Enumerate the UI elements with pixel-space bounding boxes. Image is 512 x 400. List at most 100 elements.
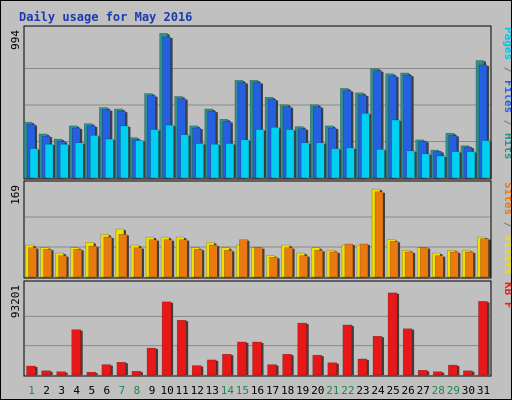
panel-visits: 169 Sites / Visits [9,180,511,279]
bar-kb-f-day-29 [448,364,458,376]
x-tick-label: 7 [119,384,126,397]
bar-kb-f-day-13 [207,359,217,376]
panel-kbf: 93201 KB F [9,280,511,377]
bar-pages-day-18 [285,129,295,179]
bar-kb-f-day-30 [463,370,473,376]
bar-sites-day-14 [224,250,233,278]
bar-sites-day-23 [359,243,369,278]
bar-sites-day-31 [480,238,489,278]
x-tick-label: 6 [104,384,111,397]
bar-kb-f-day-15 [237,341,247,376]
bar-sites-day-18 [284,247,293,278]
bar-kb-f-day-19 [297,322,307,376]
bar-kb-f-day-1 [26,365,36,376]
bar-pages-day-6 [105,138,114,179]
x-tick-label: 29 [447,384,460,397]
bar-pages-day-24 [376,149,385,179]
x-tick-label: 26 [402,384,415,397]
bar-pages-day-5 [90,135,99,179]
bar-sites-day-1 [28,247,37,278]
bar-sites-day-3 [58,255,67,278]
bar-pages-day-28 [436,155,446,179]
bar-kb-f-day-6 [101,364,112,376]
bar-sites-day-7 [118,234,128,278]
bar-kb-f-day-27 [417,370,428,376]
bar-kb-f-day-22 [342,324,353,376]
bar-pages-day-4 [74,142,84,179]
x-tick-label: 5 [88,384,95,397]
bar-pages-day-22 [346,147,355,179]
chart-panels: 994 Pages / Files / Hits 169 Sites / Visits… [9,25,511,377]
bar-sites-day-28 [435,255,444,278]
bar-sites-day-30 [465,251,474,278]
bar-kb-f-day-7 [116,362,127,376]
bar-sites-day-21 [329,251,339,278]
bar-kb-f-day-23 [357,358,368,376]
bar-sites-day-26 [404,251,414,278]
bar-kb-f-day-8 [131,370,142,376]
panel-kbf-ymax-label: 93201 [9,285,22,318]
bar-kb-f-day-12 [191,365,202,376]
x-axis: 1 2 3 4 5 6 7 8 9 10 11 12 13 14 15 16 17 18 19 20 21 22 23 24 2… [28,384,490,397]
bar-pages-day-20 [316,142,325,179]
bar-kb-f-day-9 [146,347,157,376]
bar-pages-day-2 [44,143,54,179]
bar-sites-day-10 [163,239,173,278]
x-tick-label: 24 [371,384,385,397]
bar-sites-day-27 [419,247,429,278]
x-tick-label: 8 [134,384,141,397]
bar-sites-day-19 [299,255,308,278]
x-tick-label: 9 [149,384,156,397]
bar-kb-f-day-14 [222,353,232,376]
x-tick-label: 28 [432,384,445,397]
panel-visits-legend: Sites / Visits [502,182,511,275]
panel-hits-ymax-label: 994 [9,30,22,50]
bar-kb-f-day-16 [252,341,262,376]
bar-pages-day-10 [165,124,174,179]
x-tick-label: 30 [462,384,475,397]
bar-kb-f-day-20 [312,354,323,376]
bar-sites-day-16 [254,247,263,278]
bar-pages-day-30 [466,151,476,179]
x-tick-label: 18 [281,384,294,397]
bar-sites-day-9 [148,239,158,278]
bar-pages-day-15 [240,139,250,179]
bar-sites-day-29 [450,251,459,278]
x-tick-label: 1 [28,384,35,397]
x-tick-label: 4 [73,384,80,397]
x-tick-label: 21 [326,384,339,397]
bar-sites-day-24 [374,191,384,278]
x-tick-label: 2 [43,384,50,397]
legend-entry: / [502,113,511,133]
legend-entry: Visits [502,235,511,275]
bar-pages-day-1 [29,148,39,179]
bar-pages-day-21 [331,148,340,179]
x-tick-label: 10 [160,384,173,397]
panel-hits-legend: Pages / Files / Hits [502,27,511,160]
x-tick-label: 13 [206,384,219,397]
bar-kb-f-day-21 [327,362,338,376]
bar-sites-day-6 [103,236,113,278]
x-tick-label: 23 [356,384,369,397]
legend-entry: Hits [502,133,511,160]
bar-pages-day-27 [421,153,430,179]
bar-kb-f-day-24 [372,336,383,376]
chart-title: Daily usage for May 2016 [19,10,192,24]
legend-entry: / [502,60,511,80]
bar-pages-day-29 [451,151,461,179]
bar-kb-f-day-26 [402,328,413,376]
series-sites [28,191,491,278]
bar-sites-day-17 [269,257,278,278]
bar-pages-day-7 [120,125,129,179]
bar-pages-day-13 [210,143,220,179]
bar-pages-day-3 [59,143,69,179]
bar-pages-day-9 [150,129,159,179]
bar-pages-day-8 [135,140,144,179]
bar-pages-day-31 [481,140,491,179]
bar-pages-day-11 [180,134,189,179]
bar-kb-f-day-18 [282,353,292,376]
bar-kb-f-day-11 [176,319,187,376]
legend-entry: Files [502,80,511,113]
